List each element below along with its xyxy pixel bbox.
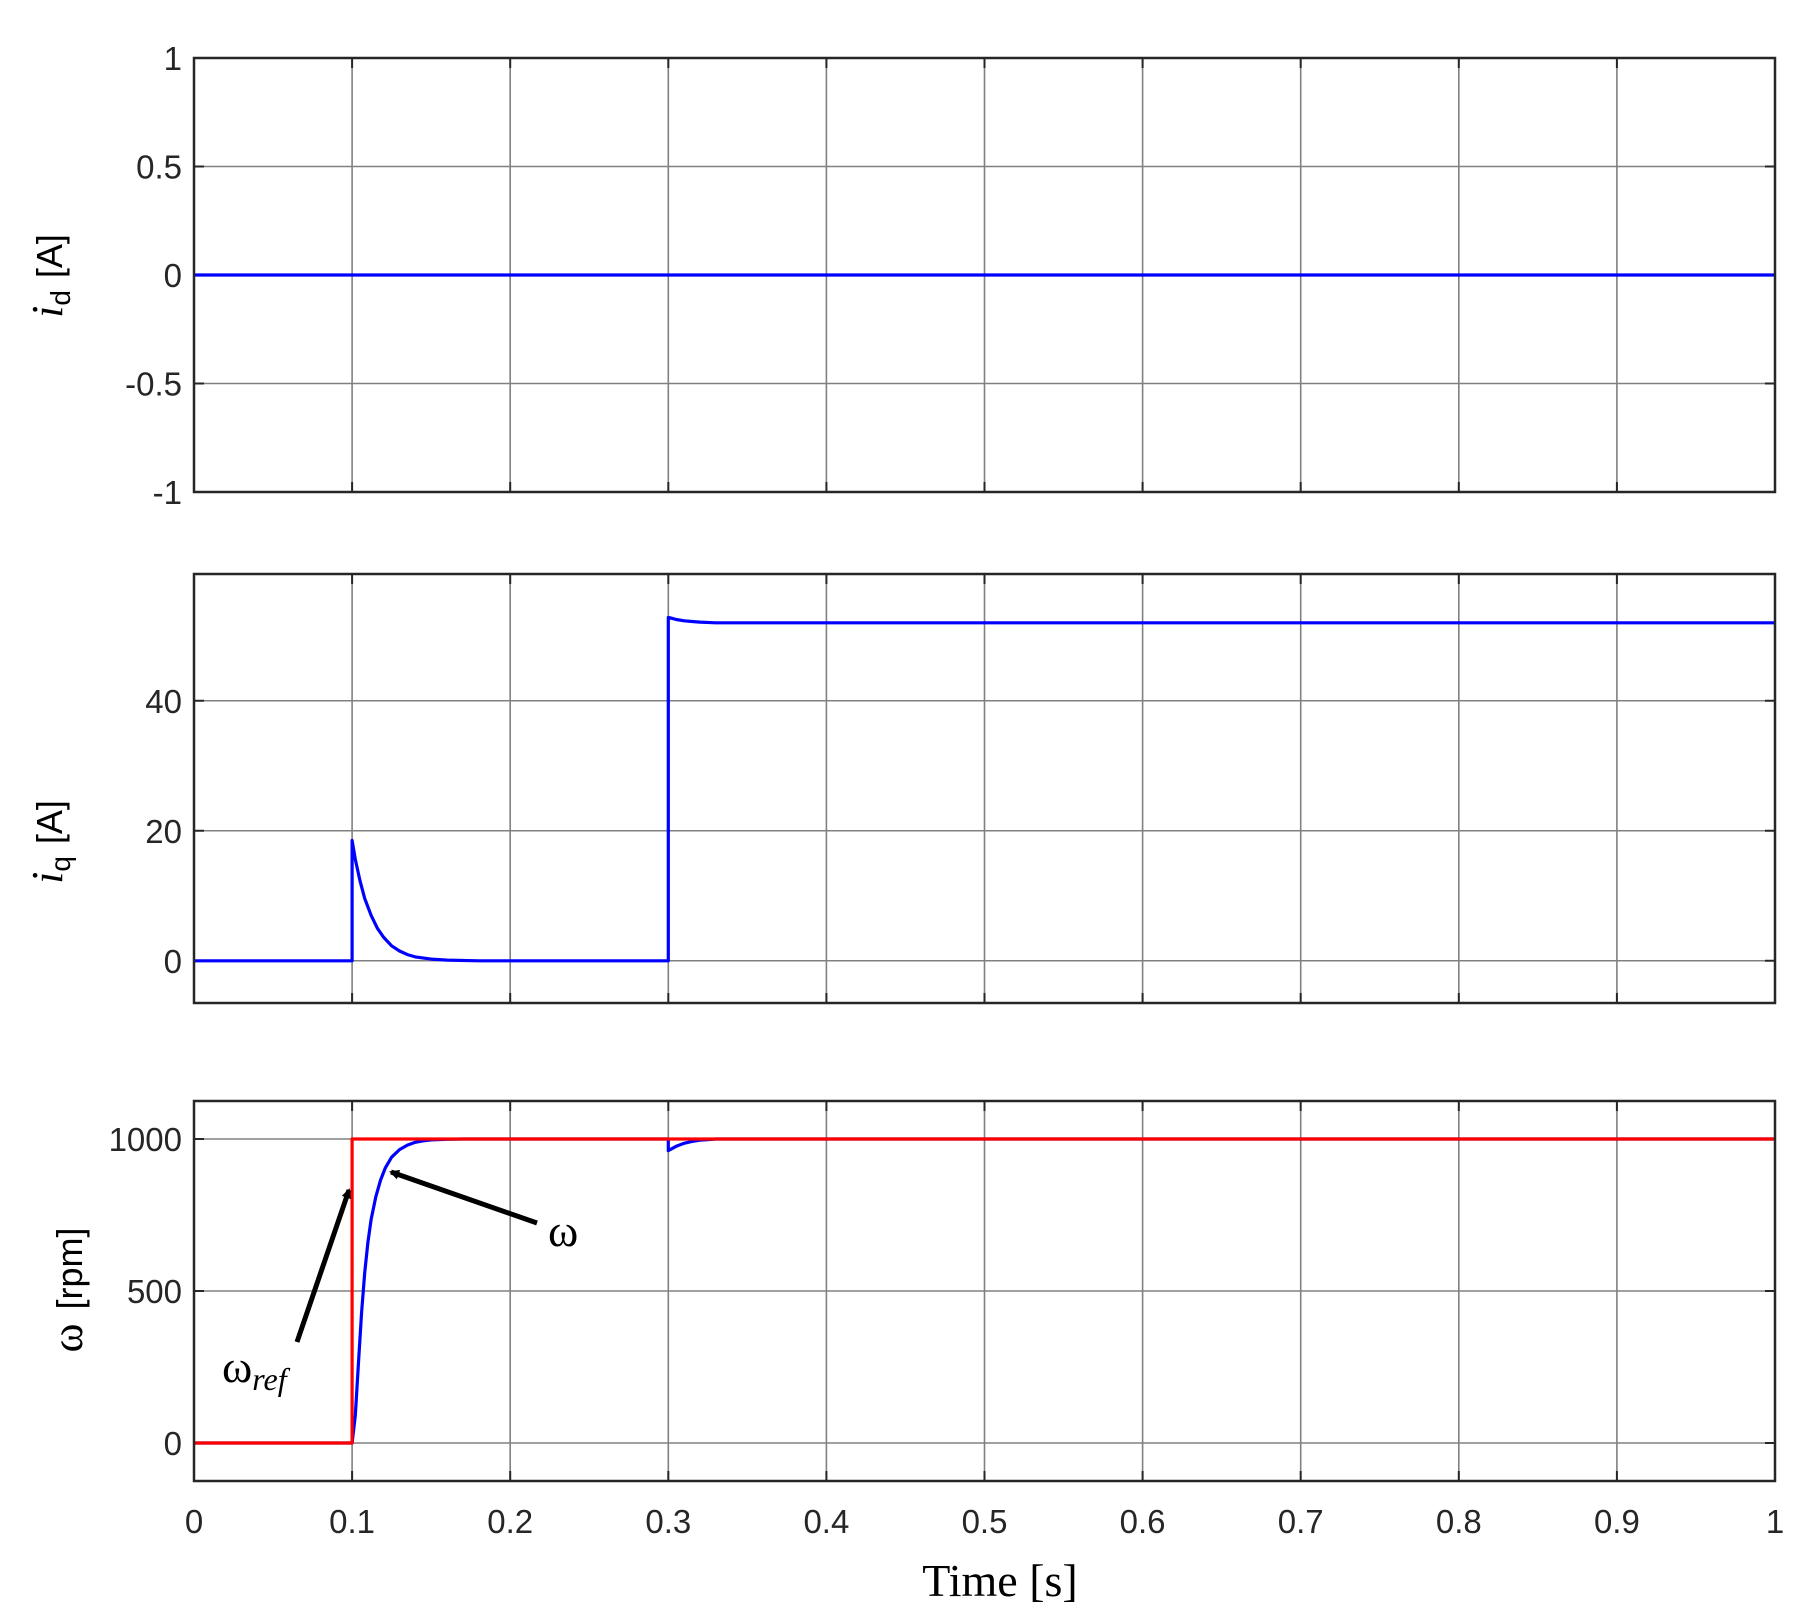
x-tick-label: 0.1 [329, 1503, 375, 1540]
plot-area-omega [194, 1137, 1775, 1445]
arrow-omega [389, 1169, 538, 1226]
y-tick-label: 20 [145, 813, 182, 850]
x-tick-label: 0.4 [803, 1503, 849, 1540]
series-line-0 [194, 1137, 1775, 1445]
x-tick-label: 0.5 [962, 1503, 1008, 1540]
y-tick-label: 0 [164, 257, 182, 294]
x-tick-label: 0.6 [1120, 1503, 1166, 1540]
y-tick-label: 0.5 [136, 149, 182, 186]
ytick-labels-omega: 0 500 1000 [109, 1121, 182, 1462]
y-tick-label: 1 [164, 40, 182, 77]
ylabel-iq-symbol: i [23, 872, 72, 884]
y-tick-label: 0 [164, 943, 182, 980]
series-line-1 [194, 1137, 1775, 1445]
annotation-omega-label: ω [548, 1205, 578, 1256]
x-tick-label: 0.2 [487, 1503, 533, 1540]
annotation-omega-ref: ωref [222, 1188, 352, 1397]
ylabel-id-subscript: d [45, 290, 76, 306]
axes-frame-id [192, 56, 1777, 494]
xlabel-time: Time [s] [922, 1555, 1078, 1606]
grid-omega [194, 1101, 1775, 1481]
x-tick-label: 0.3 [645, 1503, 691, 1540]
grid-iq [194, 574, 1775, 1003]
ylabel-omega-unit: [rpm] [49, 1228, 90, 1310]
x-tick-label: 0.7 [1278, 1503, 1324, 1540]
y-tick-label: -0.5 [125, 366, 182, 403]
y-tick-label: 1000 [109, 1121, 182, 1158]
y-tick-label: 0 [164, 1425, 182, 1462]
axes-frame-omega [192, 1099, 1777, 1483]
ylabel-id: id [A] [23, 234, 76, 318]
annotation-omega-ref-label: ωref [222, 1341, 291, 1397]
ytick-labels-iq: 0 20 40 [145, 683, 182, 980]
x-tick-label: 0.9 [1594, 1503, 1640, 1540]
ylabel-iq-subscript: q [45, 856, 76, 872]
plot-area-iq [194, 615, 1775, 963]
xtick-labels-omega: 0 0.1 0.2 0.3 0.4 0.5 0.6 0.7 0.8 0.9 1 [185, 1503, 1784, 1540]
annotation-omega-ref-subscript: ref [252, 1361, 290, 1397]
panel-iq: 0 20 40 iq [A] [23, 572, 1777, 1005]
x-tick-label: 1 [1766, 1503, 1784, 1540]
ylabel-id-symbol: i [23, 306, 72, 318]
ylabel-id-unit: [A] [29, 234, 70, 278]
ylabel-iq: iq [A] [23, 800, 76, 884]
y-tick-label: 500 [127, 1273, 182, 1310]
annotation-omega-ref-symbol: ω [222, 1341, 252, 1392]
panel-omega: 0 500 1000 0 0.1 0.2 0.3 0.4 0.5 0.6 0.7 0.8 0.9 1 ω… [43, 1099, 1784, 1606]
x-tick-label: 0 [185, 1503, 203, 1540]
panel-id: -1 -0.5 0 0.5 1 id [A] [23, 40, 1777, 511]
arrow-omega-ref [294, 1188, 352, 1343]
ylabel-omega-symbol: ω [43, 1324, 92, 1353]
ylabel-iq-unit: [A] [29, 800, 70, 844]
y-tick-label: -1 [153, 474, 182, 511]
y-tick-label: 40 [145, 683, 182, 720]
ylabel-omega: ω [rpm] [43, 1228, 92, 1353]
ytick-labels-id: -1 -0.5 0 0.5 1 [125, 40, 182, 511]
annotation-omega: ω [389, 1169, 578, 1256]
x-tick-label: 0.8 [1436, 1503, 1482, 1540]
axes-frame-iq [192, 572, 1777, 1005]
series-line-0 [194, 615, 1775, 963]
